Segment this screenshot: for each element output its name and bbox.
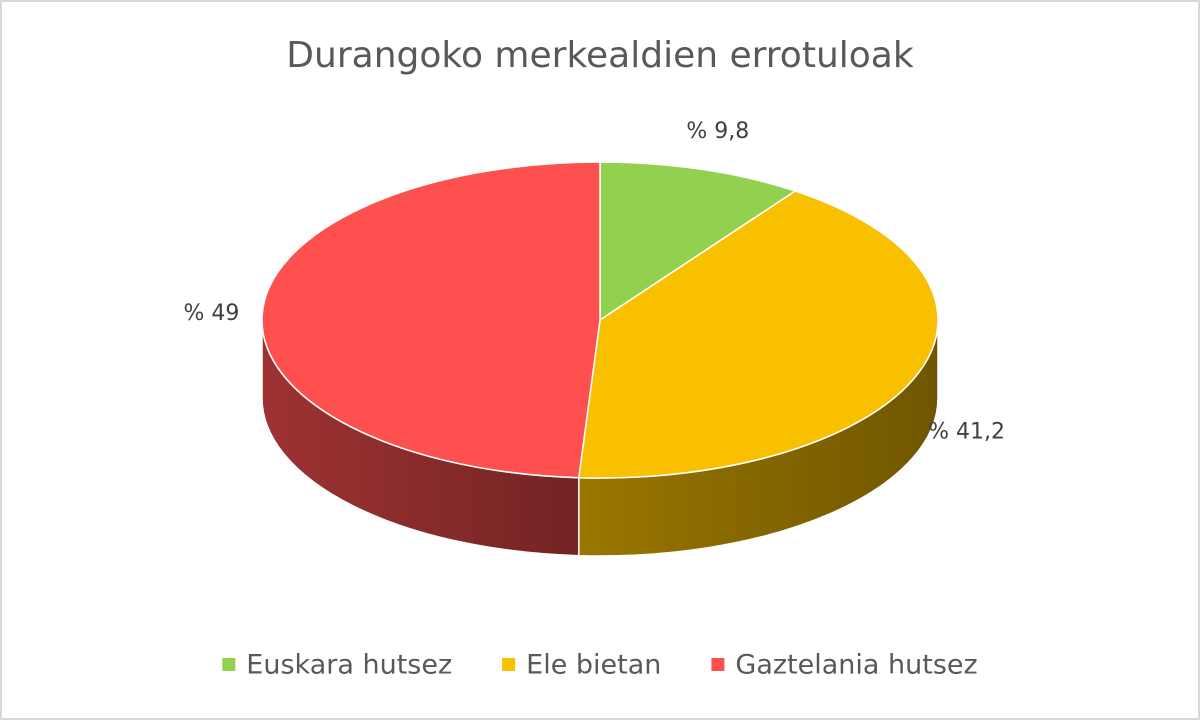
data-label: % 41,2: [928, 420, 1005, 445]
legend-marker: [711, 658, 725, 671]
legend: Euskara hutsez Ele bietan Gaztelania hutse…: [222, 650, 978, 681]
legend-label: Euskara hutsez: [246, 650, 452, 681]
legend-label: Gaztelania hutsez: [735, 650, 977, 681]
slice: [577, 190, 939, 479]
legend-marker: [502, 658, 516, 671]
data-label: % 49: [184, 301, 240, 326]
chart-title: Durangoko merkealdien errotuloak: [286, 35, 914, 76]
legend-marker: [222, 658, 236, 671]
slice: [261, 161, 601, 479]
legend-label: Ele bietan: [526, 650, 661, 681]
pie: % 9,8 % 41,2 % 49: [184, 119, 1005, 557]
data-label: % 9,8: [686, 119, 749, 144]
slice: [599, 161, 797, 322]
